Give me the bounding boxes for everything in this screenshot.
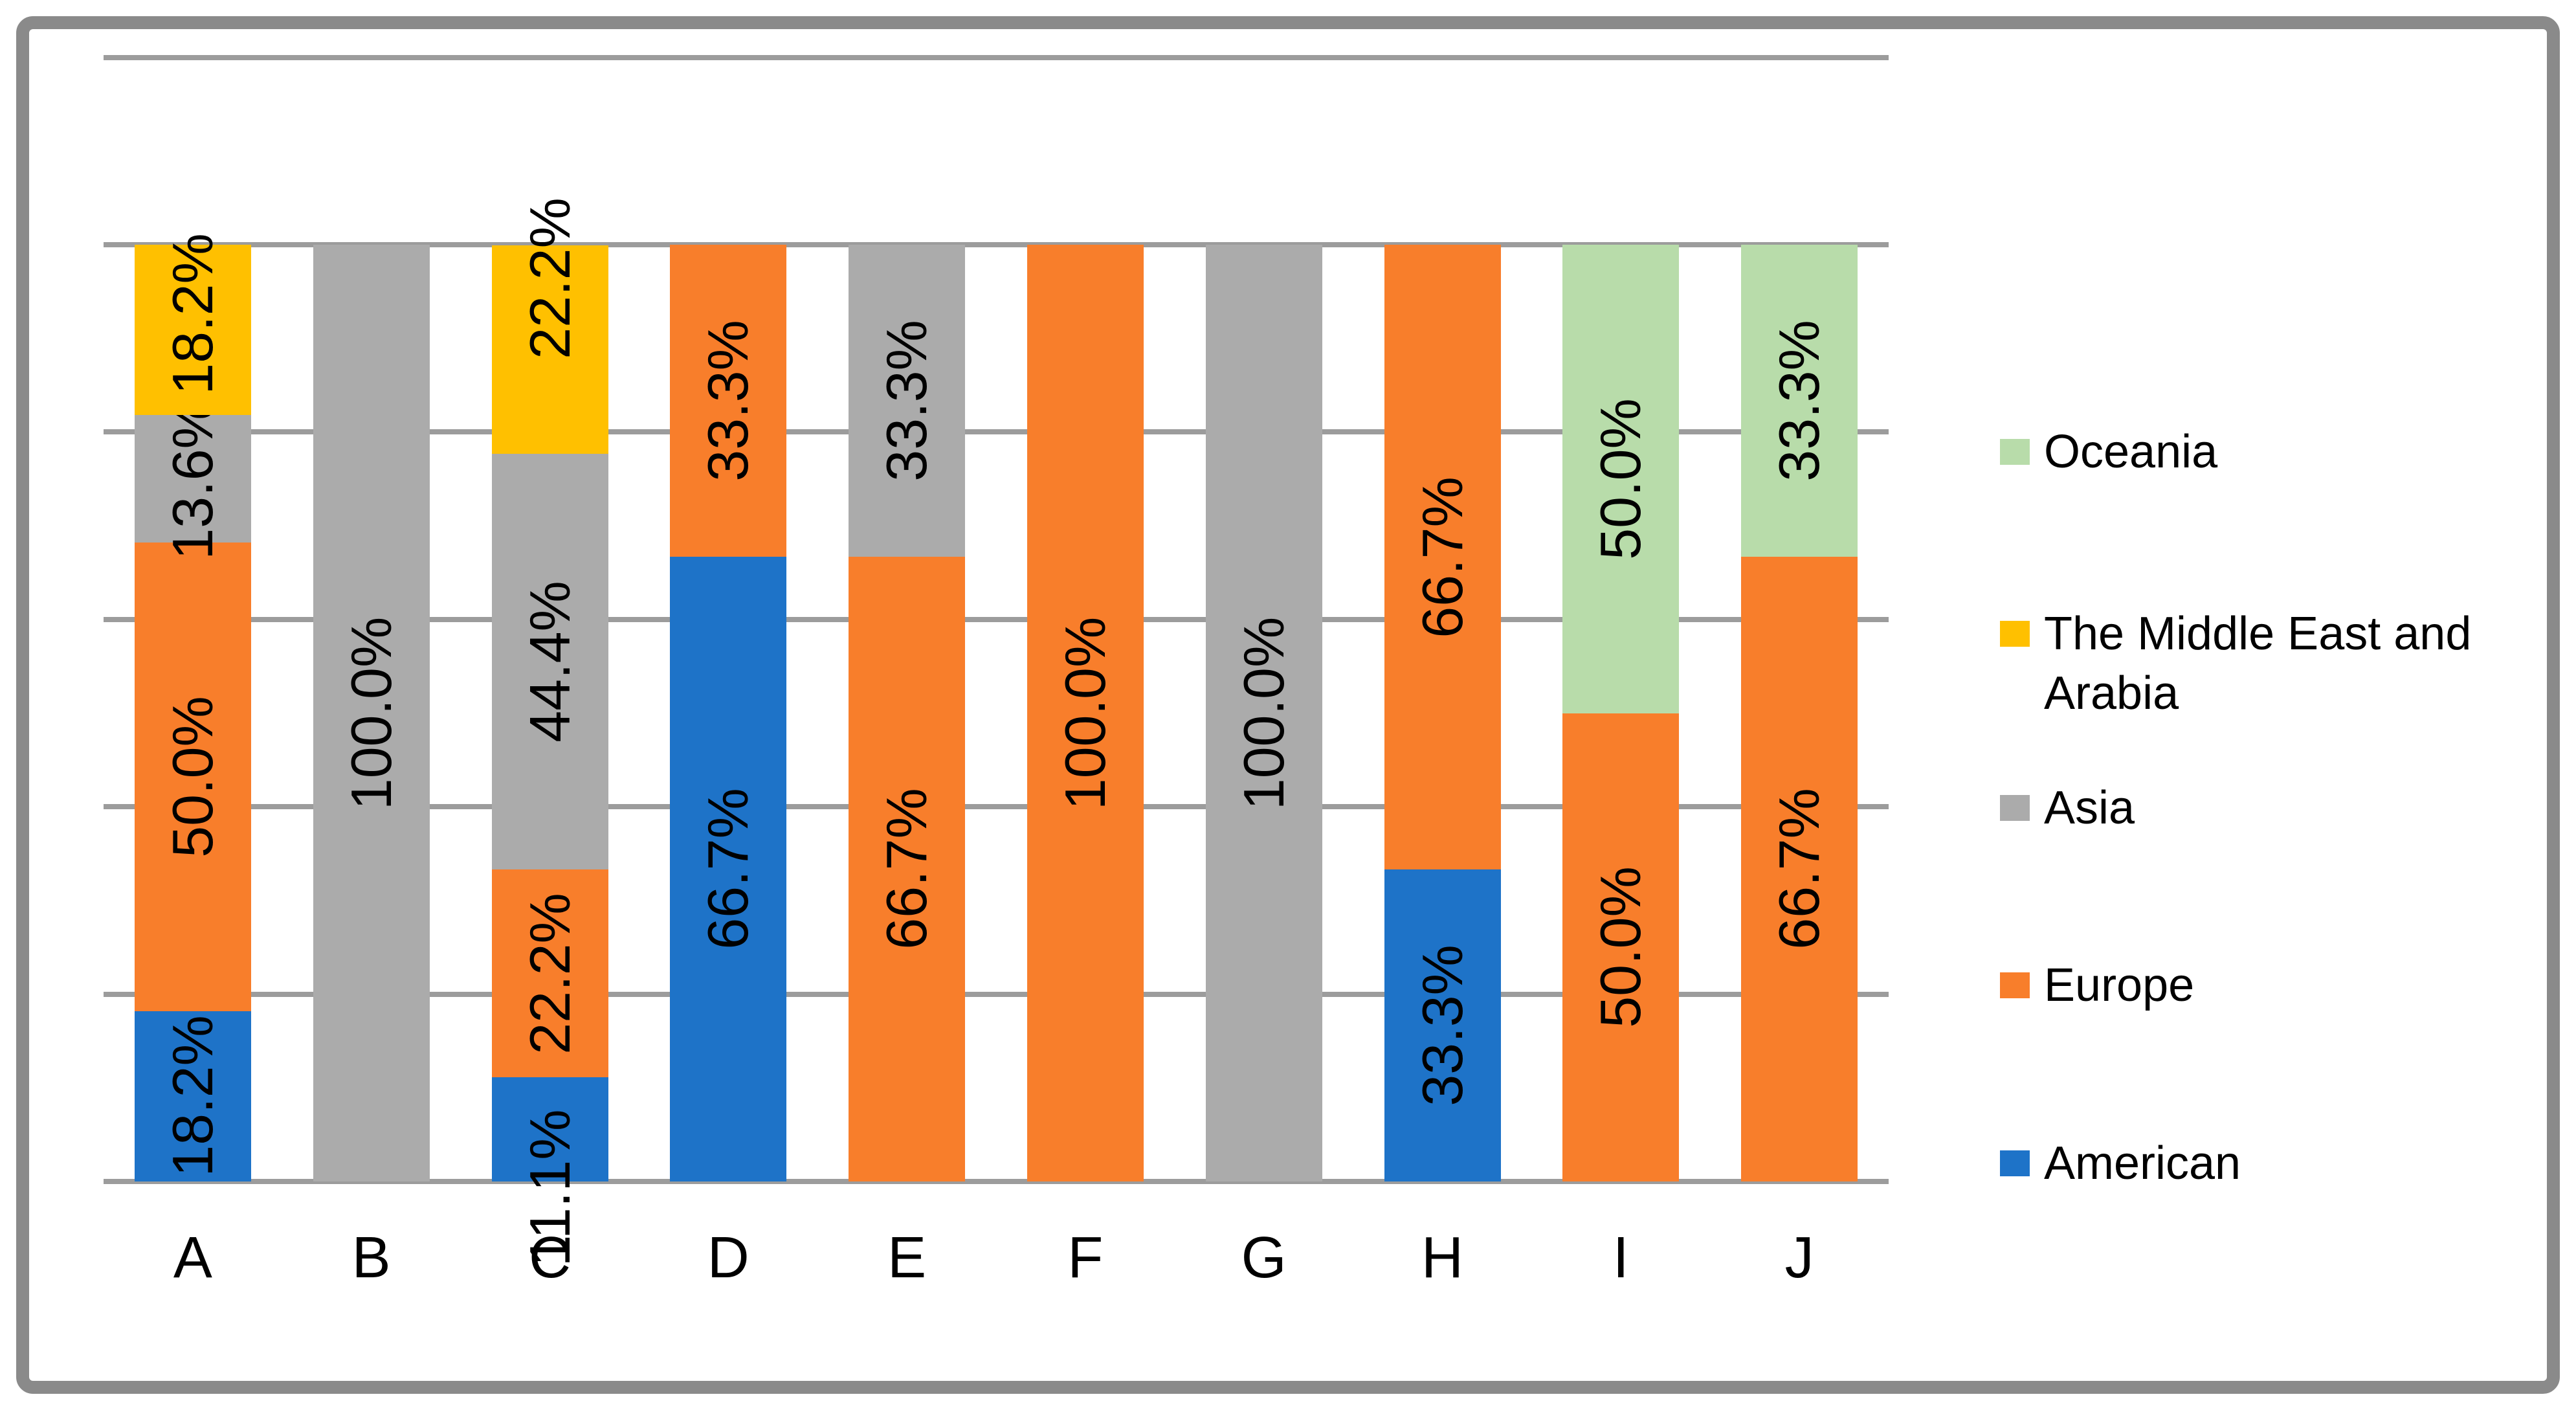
legend-label-american[interactable]: American — [2044, 1137, 2241, 1189]
bar-segment-europe-C[interactable] — [491, 869, 608, 1078]
bar-segment-american-D[interactable] — [670, 556, 787, 1181]
x-axis-label-D: D — [707, 1225, 749, 1290]
bar-segment-oceania-J[interactable] — [1741, 245, 1858, 557]
bar-segment-american-H[interactable] — [1384, 869, 1501, 1181]
x-axis-label-F: F — [1067, 1225, 1104, 1290]
x-axis-label-E: E — [887, 1225, 927, 1290]
x-axis-label-J: J — [1784, 1225, 1814, 1290]
bar-segment-american-C[interactable] — [491, 1077, 608, 1181]
x-axis-label-C: C — [529, 1225, 571, 1290]
legend-swatch-europe[interactable] — [2000, 972, 2030, 998]
bar-segment-the-middle-east-and-arabia-A[interactable] — [134, 245, 251, 416]
x-axis-line — [104, 1179, 1889, 1184]
legend-label-asia[interactable]: Asia — [2044, 782, 2135, 834]
bar-segment-asia-C[interactable] — [491, 453, 608, 870]
bar-segment-asia-G[interactable] — [1205, 245, 1322, 1181]
gridline-20pct — [104, 991, 1889, 997]
bar-segment-asia-A[interactable] — [134, 415, 251, 543]
x-axis-label-A: A — [173, 1225, 212, 1290]
legend-swatch-oceania[interactable] — [2000, 439, 2030, 465]
bar-segment-the-middle-east-and-arabia-C[interactable] — [491, 245, 608, 454]
legend-swatch-asia[interactable] — [2000, 795, 2030, 821]
gridline-60pct — [104, 616, 1889, 622]
bar-segment-asia-E[interactable] — [849, 245, 966, 557]
legend-swatch-the-middle-east-and-arabia[interactable] — [2000, 621, 2030, 647]
legend-label-oceania[interactable]: Oceania — [2044, 426, 2218, 478]
gridline-40pct — [104, 804, 1889, 810]
bar-segment-asia-B[interactable] — [313, 245, 430, 1181]
x-axis-label-G: G — [1241, 1225, 1287, 1290]
bar-segment-europe-I[interactable] — [1562, 713, 1680, 1181]
x-axis-label-H: H — [1421, 1225, 1463, 1290]
bar-segment-europe-E[interactable] — [849, 556, 966, 1181]
bar-segment-europe-A[interactable] — [134, 543, 251, 1011]
bar-segment-american-A[interactable] — [134, 1011, 251, 1181]
legend-swatch-american[interactable] — [2000, 1150, 2030, 1176]
gridline-100pct — [104, 242, 1889, 247]
bar-segment-europe-H[interactable] — [1384, 245, 1501, 870]
legend-label-europe[interactable]: Europe — [2044, 959, 2195, 1011]
bar-segment-europe-F[interactable] — [1027, 245, 1144, 1181]
bar-segment-europe-D[interactable] — [670, 245, 787, 557]
legend-label-the-middle-east-and-arabia[interactable]: The Middle East and Arabia — [2044, 608, 2472, 719]
bar-segment-europe-J[interactable] — [1741, 556, 1858, 1181]
x-axis-label-I: I — [1612, 1225, 1629, 1290]
x-axis-label-B: B — [351, 1225, 391, 1290]
gridline-120pct — [104, 54, 1889, 60]
gridline-80pct — [104, 429, 1889, 435]
bar-segment-oceania-I[interactable] — [1562, 245, 1680, 713]
